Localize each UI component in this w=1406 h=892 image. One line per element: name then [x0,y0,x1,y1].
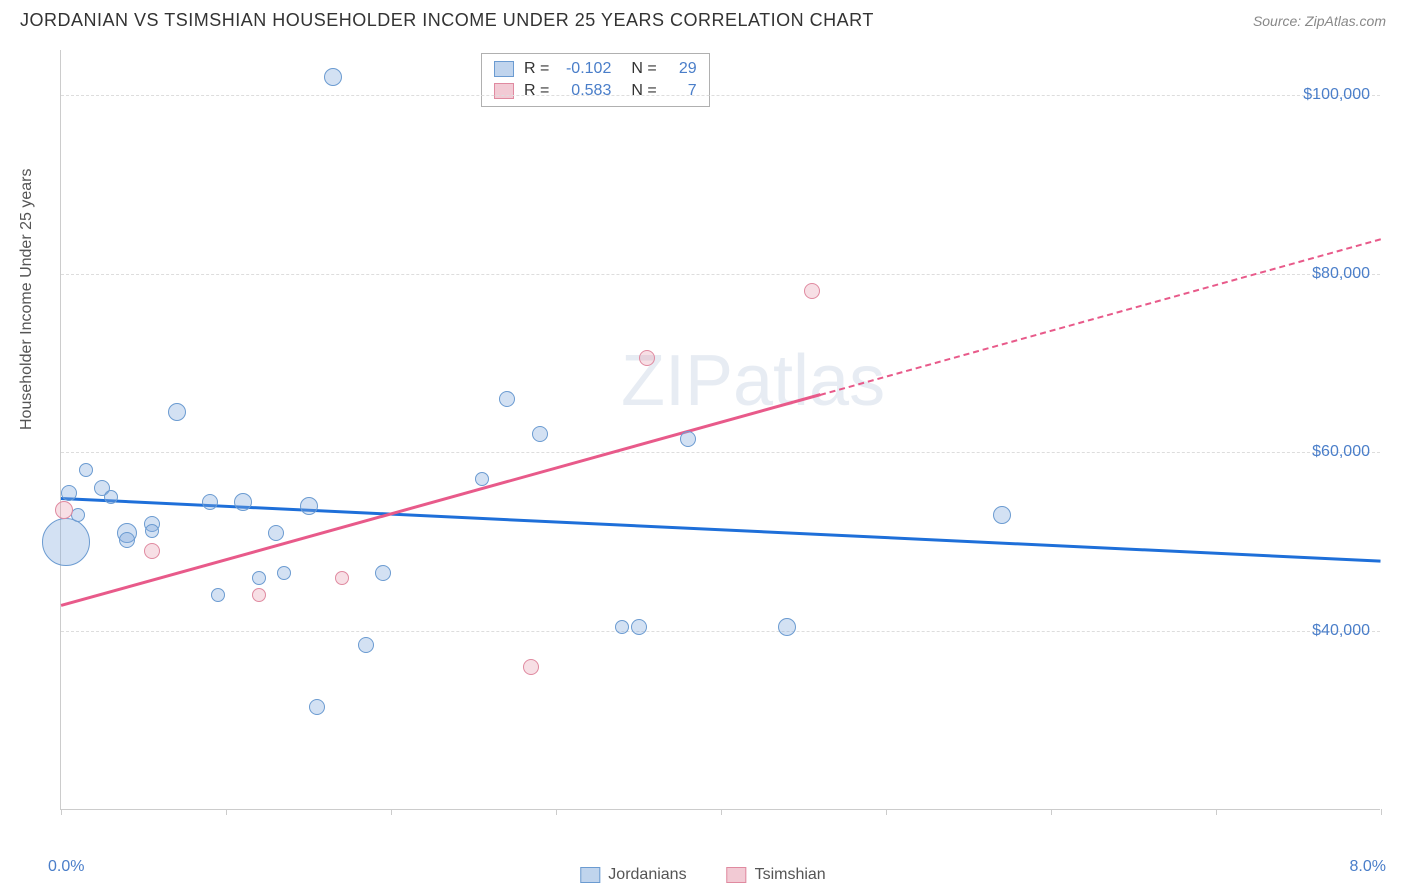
data-point [680,431,696,447]
x-tick [226,809,227,815]
y-tick-label: $40,000 [1312,622,1370,640]
data-point [234,493,252,511]
data-point [309,699,325,715]
n-label: N = [631,82,656,100]
data-point [324,68,342,86]
x-max-label: 8.0% [1350,858,1386,876]
legend-swatch [727,867,747,883]
data-point [268,525,284,541]
data-point [211,588,225,602]
r-label: R = [524,82,549,100]
correlation-stats-box: R = -0.102 N = 29 R = 0.583 N = 7 [481,53,710,107]
gridline [61,274,1380,275]
data-point [615,620,629,634]
x-tick [391,809,392,815]
source-label: Source: ZipAtlas.com [1253,13,1386,29]
x-tick [1051,809,1052,815]
stats-row: R = -0.102 N = 29 [494,58,697,80]
x-tick [886,809,887,815]
chart-plot-area: ZIPatlas R = -0.102 N = 29 R = 0.583 N = 7 $40,… [60,50,1380,810]
data-point [804,283,820,299]
chart-title: JORDANIAN VS TSIMSHIAN HOUSEHOLDER INCOM… [20,10,874,31]
n-label: N = [631,60,656,78]
legend-label: Tsimshian [755,866,826,884]
n-value: 7 [667,82,697,100]
y-tick-label: $100,000 [1303,86,1370,104]
x-tick [61,809,62,815]
data-point [252,571,266,585]
x-tick [556,809,557,815]
data-point [639,350,655,366]
data-point [499,391,515,407]
x-min-label: 0.0% [48,858,84,876]
watermark-text: ZIPatlas [621,340,885,422]
data-point [119,532,135,548]
stats-swatch [494,61,514,77]
x-tick [1216,809,1217,815]
data-point [631,619,647,635]
stats-row: R = 0.583 N = 7 [494,80,697,102]
legend-label: Jordanians [608,866,686,884]
x-tick [1381,809,1382,815]
r-label: R = [524,60,549,78]
data-point [61,485,77,501]
trend-line [61,394,821,607]
y-axis-label: Householder Income Under 25 years [18,169,36,430]
n-value: 29 [667,60,697,78]
data-point [55,501,73,519]
data-point [202,494,218,510]
x-tick [721,809,722,815]
data-point [335,571,349,585]
data-point [532,426,548,442]
data-point [358,637,374,653]
legend-item: Jordanians [580,866,686,884]
stats-swatch [494,83,514,99]
data-point [144,543,160,559]
legend-item: Tsimshian [727,866,826,884]
y-tick-label: $80,000 [1312,265,1370,283]
data-point [252,588,266,602]
trend-line [61,497,1381,562]
data-point [42,518,90,566]
data-point [277,566,291,580]
data-point [993,506,1011,524]
trend-line [820,238,1382,396]
data-point [475,472,489,486]
gridline [61,631,1380,632]
r-value: 0.583 [559,82,611,100]
gridline [61,95,1380,96]
series-legend: Jordanians Tsimshian [580,866,825,884]
data-point [104,490,118,504]
data-point [778,618,796,636]
data-point [168,403,186,421]
legend-swatch [580,867,600,883]
data-point [375,565,391,581]
data-point [145,524,159,538]
y-tick-label: $60,000 [1312,443,1370,461]
data-point [523,659,539,675]
data-point [79,463,93,477]
gridline [61,452,1380,453]
r-value: -0.102 [559,60,611,78]
data-point [300,497,318,515]
